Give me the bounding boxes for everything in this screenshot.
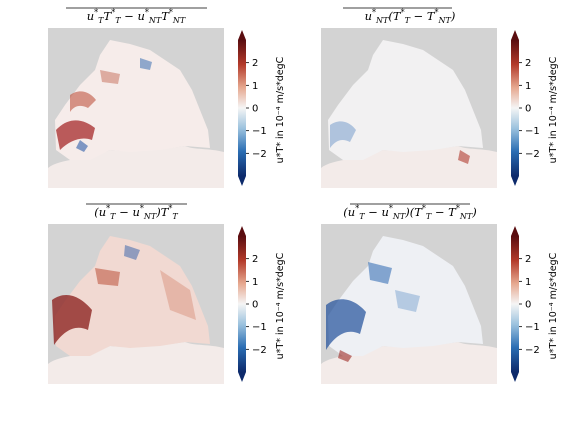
panel-1-colorbar-label: u*T* in 10⁻⁴ m/s*degC — [275, 56, 286, 163]
colorbar-tick-label: 2 — [252, 58, 258, 69]
colorbar-tick-label: 2 — [252, 254, 258, 265]
colorbar-tick-label: 1 — [252, 277, 258, 288]
colorbar-tick-label: 2 — [525, 254, 531, 265]
colorbar-tick-label: 1 — [252, 81, 258, 92]
panel-4-colorbar-label: u*T* in 10⁻⁴ m/s*degC — [548, 252, 559, 359]
colorbar-tick-label: 0 — [252, 300, 258, 311]
panel-2-title: u*NT(T*T − T*NT) — [365, 8, 456, 25]
panel-4-anomalies — [326, 262, 420, 362]
panel-3-colorbar — [238, 226, 246, 382]
panel-3-title: (u*T − u*NT)T*T — [94, 204, 178, 221]
panel-1: u*TT*T − u*NTT*NT 2 1 0 −1 −2 u*T* in 10⁻⁴ m… — [48, 7, 286, 188]
panel-1-map — [48, 28, 224, 188]
panel-1-title: u*TT*T − u*NTT*NT — [87, 8, 186, 25]
colorbar-tick-label: −2 — [252, 345, 267, 356]
panel-4-map — [321, 224, 497, 384]
colorbar-tick-label: −2 — [525, 345, 540, 356]
colorbar-tick-label: −1 — [252, 126, 267, 137]
colorbar-tick-label: −2 — [252, 149, 267, 160]
panel-4-title: (u*T − u*NT)(T*T − T*NT) — [343, 204, 476, 221]
colorbar-tick-label: −1 — [525, 126, 540, 137]
panel-1-anomalies — [56, 58, 152, 152]
panel-1-colorbar — [238, 30, 246, 186]
panel-3-map — [48, 224, 224, 384]
panel-4: (u*T − u*NT)(T*T − T*NT) 2 1 0 −1 −2 u*T* in… — [321, 203, 559, 384]
colorbar-tick-label: −1 — [525, 322, 540, 333]
panel-2-colorbar-label: u*T* in 10⁻⁴ m/s*degC — [548, 56, 559, 163]
colorbar-tick-label: −2 — [525, 149, 540, 160]
panel-2-map — [321, 28, 497, 188]
panel-3: (u*T − u*NT)T*T 2 1 0 −1 −2 u*T* in 10⁻⁴ m/s… — [48, 203, 286, 384]
colorbar-tick-label: −1 — [252, 322, 267, 333]
panel-2: u*NT(T*T − T*NT) 2 1 0 −1 −2 u*T* in 10⁻⁴ m/… — [321, 7, 559, 188]
panel-2-colorbar — [511, 30, 519, 186]
panel-4-colorbar — [511, 226, 519, 382]
colorbar-tick-label: 1 — [525, 81, 531, 92]
colorbar-tick-label: 0 — [525, 104, 531, 115]
colorbar-tick-label: 0 — [252, 104, 258, 115]
panel-2-anomalies — [330, 121, 470, 164]
colorbar-tick-label: 0 — [525, 300, 531, 311]
panel-3-colorbar-label: u*T* in 10⁻⁴ m/s*degC — [275, 252, 286, 359]
colorbar-tick-label: 1 — [525, 277, 531, 288]
panel-3-anomalies — [52, 245, 196, 345]
colorbar-tick-label: 2 — [525, 58, 531, 69]
